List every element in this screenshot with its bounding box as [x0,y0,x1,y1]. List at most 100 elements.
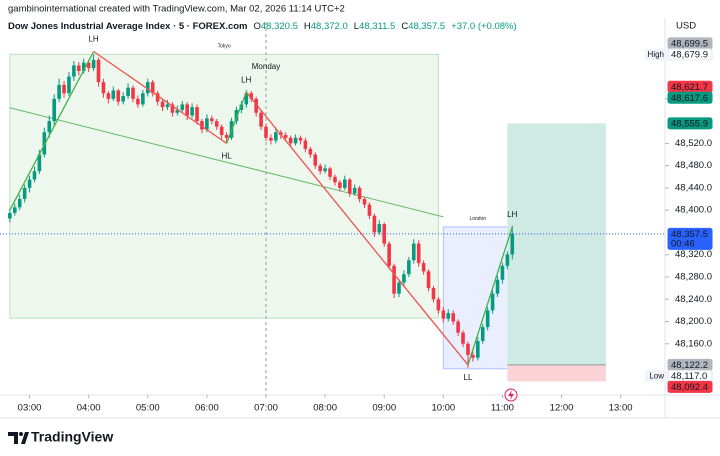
countdown: 00:46 [671,238,695,249]
logo-icon [8,432,18,444]
candle-body [160,101,165,108]
candle-body [91,59,96,69]
logo-icon [19,432,23,436]
candle-body [510,233,515,255]
logo-icon [21,432,29,444]
candle-body [175,109,180,113]
x-tick-label: 13:00 [609,403,633,414]
ohlc-value: 48,372.0 [311,21,348,32]
candle-body [17,199,22,208]
price-tag-box [645,370,667,382]
y-tick-label: 48,240.0 [675,294,712,305]
price-label: 48,617.6 [667,91,713,104]
candle-body [490,293,495,311]
candle-body [254,98,258,113]
price-label-text: 48,617.6 [671,93,708,104]
candle-body [101,82,106,94]
price-label-box [667,380,713,393]
candle-body [402,274,406,283]
pivot-label: LL [464,373,473,382]
price-label-text: 48,679.9 [671,49,708,60]
candle-body [96,59,101,83]
price-label-box [667,117,713,130]
x-tick-label: 07:00 [254,403,278,414]
session-label: London [469,216,486,222]
candle-body [264,126,268,138]
ohlc-key: L [354,21,359,32]
logo: TradingView [8,429,113,445]
candle-body [224,135,229,138]
candle-body [411,243,416,261]
candle-body [495,279,500,294]
price-label: 48,357.500:46 [667,227,713,250]
candle-body [155,93,160,102]
x-tick-label: 11:00 [491,403,514,414]
x-tick-label: 12:00 [550,403,574,414]
candle-body [121,96,125,102]
candle-body [67,76,71,94]
ohlc-value: 48,311.5 [359,21,395,32]
price-label: 48,122.2 [667,358,713,371]
symbol: Dow Jones Industrial Average Index · 5 ·… [8,21,248,32]
y-tick-label: 48,440.0 [675,182,712,193]
candle-body [387,243,391,266]
candle-body [72,65,76,77]
legend: Dow Jones Industrial Average Index · 5 ·… [8,21,517,32]
zigzag-segment [9,51,95,211]
candle-body [500,265,505,280]
candle-body [485,310,490,328]
zigzag-segment [93,50,227,144]
y-tick-label: 48,200.0 [675,316,712,327]
candle-body [244,93,249,105]
candle-body [249,93,254,99]
price-label-text: 48,117.0 [671,371,707,382]
candle-body [239,104,244,110]
candle-body [106,93,111,99]
pivot-label: LH [241,75,251,84]
candle-body [421,263,426,272]
candle-body [283,135,288,138]
candle-body [180,104,185,110]
brand: TradingView [31,429,113,445]
x-tick-label: 10:00 [431,403,455,414]
candle-body [77,65,81,71]
x-tick-label: 09:00 [372,403,396,414]
candle-body [426,271,431,289]
candle-body [81,62,86,71]
candle-body [367,204,372,216]
candle-body [416,243,421,264]
candle-body [343,179,347,188]
candle-body [185,104,189,116]
candle-body [338,182,342,188]
candle-body [165,104,170,108]
price-label: 48,621.7 [667,80,713,93]
price-tag-box [645,48,667,60]
ohlc-key: H [304,21,311,32]
candle-body [52,98,56,122]
ohlc-value: 48,320.5 [261,21,298,32]
candle-body [86,62,91,69]
candle-body [136,98,140,105]
candle-body [451,313,455,322]
candle-body [362,199,367,205]
price-label-text: 48,357.5 [671,229,708,240]
candle-body [328,168,332,177]
candle-body [126,87,130,97]
candle-body [441,310,446,319]
price-label-text: 48,555.9 [671,118,708,129]
y-tick-label: 48,280.0 [675,271,712,282]
candle-body [170,104,175,113]
price-label-text: 48,092.4 [671,382,708,393]
price-tag: Low [649,371,664,380]
price-label-text: 48,621.7 [671,82,708,93]
candle-body [8,212,12,219]
candle-body [62,84,66,94]
price-label: 48,117.0 Low [645,369,713,382]
y-tick-label: 48,160.0 [675,338,712,349]
candle-body [22,187,27,200]
zigzag-segment [467,226,513,366]
x-tick-label: 04:00 [77,403,101,414]
